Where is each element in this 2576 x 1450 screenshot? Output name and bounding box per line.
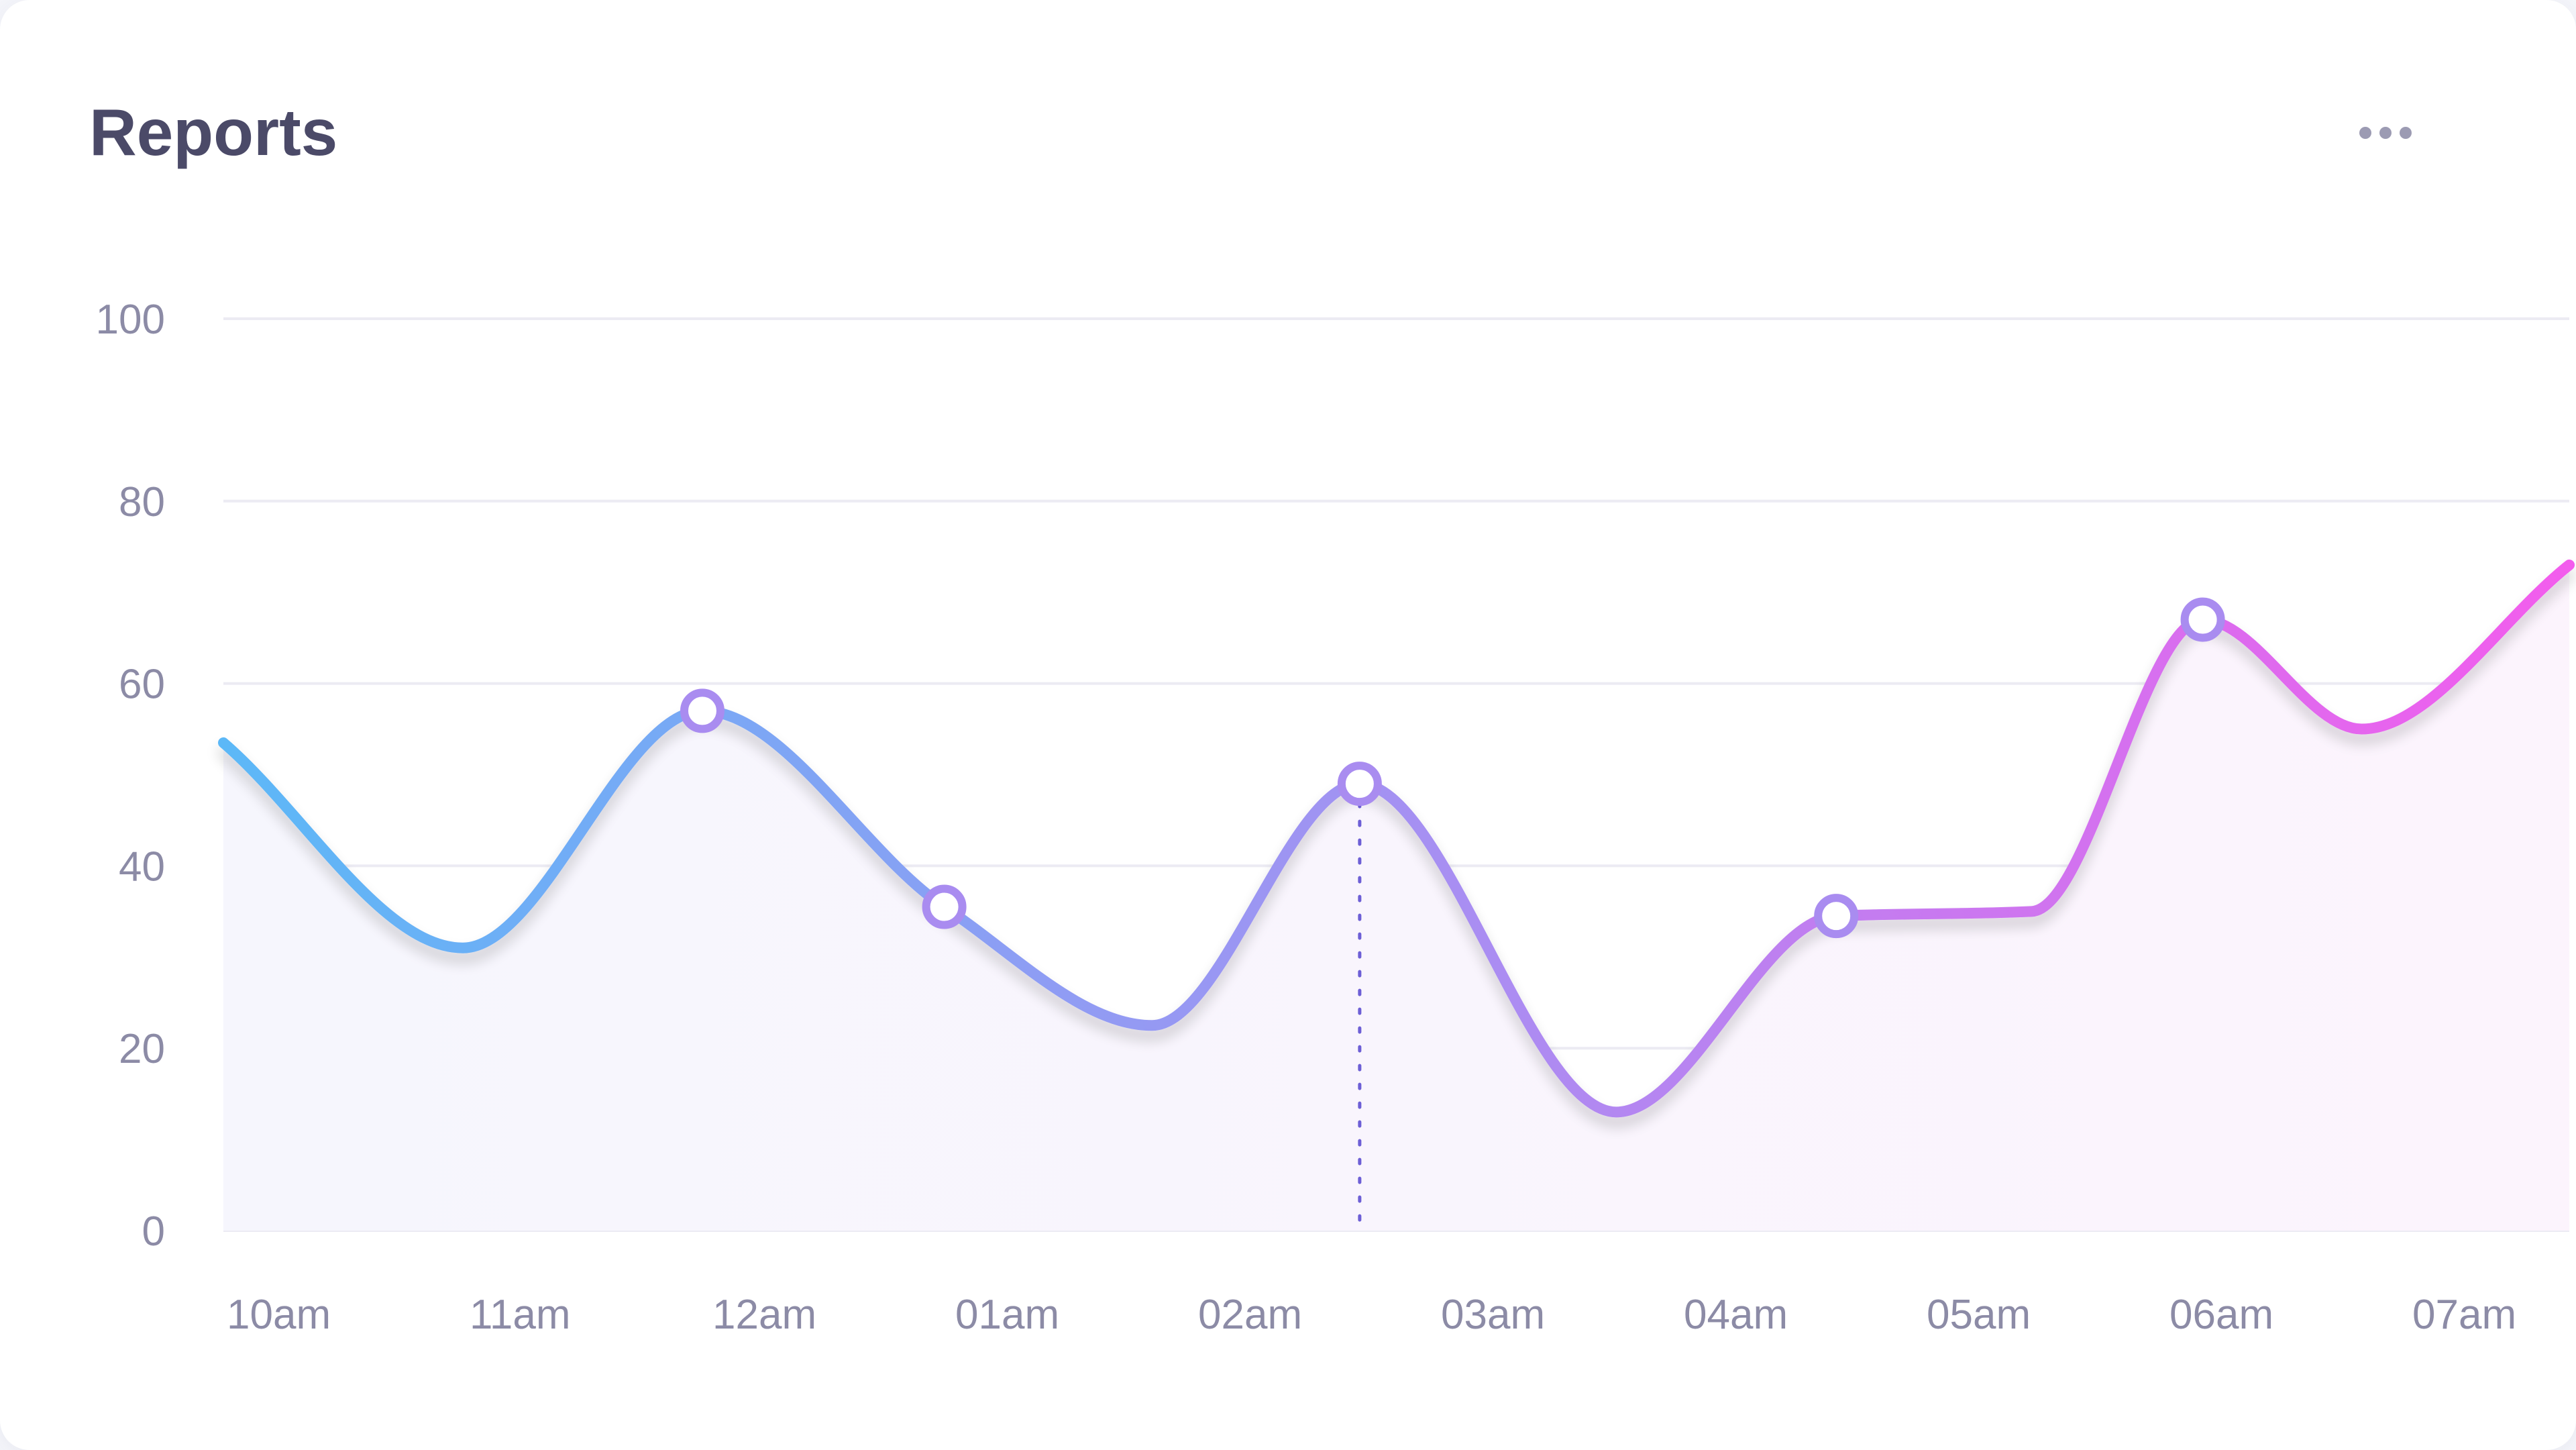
more-options-button[interactable] [2347, 111, 2424, 154]
x-tick-label: 04am [1684, 1292, 1788, 1338]
x-tick-label: 01am [955, 1292, 1059, 1338]
data-point-marker [1337, 762, 1382, 807]
more-horizontal-icon [2359, 127, 2412, 139]
y-tick-label: 60 [119, 662, 165, 708]
y-tick-label: 80 [119, 479, 165, 525]
area-fill [223, 564, 2569, 1231]
x-tick-label: 10am [227, 1292, 331, 1338]
x-tick-label: 12am [712, 1292, 816, 1338]
x-tick-label: 05am [1927, 1292, 2031, 1338]
data-point-marker [922, 884, 967, 929]
card-title: Reports [89, 95, 338, 169]
data-point-marker [2180, 597, 2225, 642]
data-markers [680, 597, 2225, 939]
y-tick-label: 0 [142, 1208, 165, 1255]
x-tick-label: 11am [470, 1292, 571, 1338]
y-tick-label: 40 [119, 843, 165, 890]
y-tick-label: 100 [96, 297, 165, 343]
x-tick-label: 06am [2169, 1292, 2273, 1338]
data-point-marker [680, 688, 724, 733]
y-axis-labels: 100 80 60 40 20 0 [96, 297, 165, 1255]
x-tick-label: 07am [2412, 1292, 2516, 1338]
x-tick-label: 02am [1198, 1292, 1302, 1338]
x-axis-labels: 10am 11am 12am 01am 02am 03am 04am 05am 06am 07am [227, 1292, 2516, 1338]
data-point-marker [1814, 894, 1859, 939]
area-fill-group [223, 564, 2569, 1231]
y-tick-label: 20 [119, 1026, 165, 1072]
x-tick-label: 03am [1441, 1292, 1545, 1338]
